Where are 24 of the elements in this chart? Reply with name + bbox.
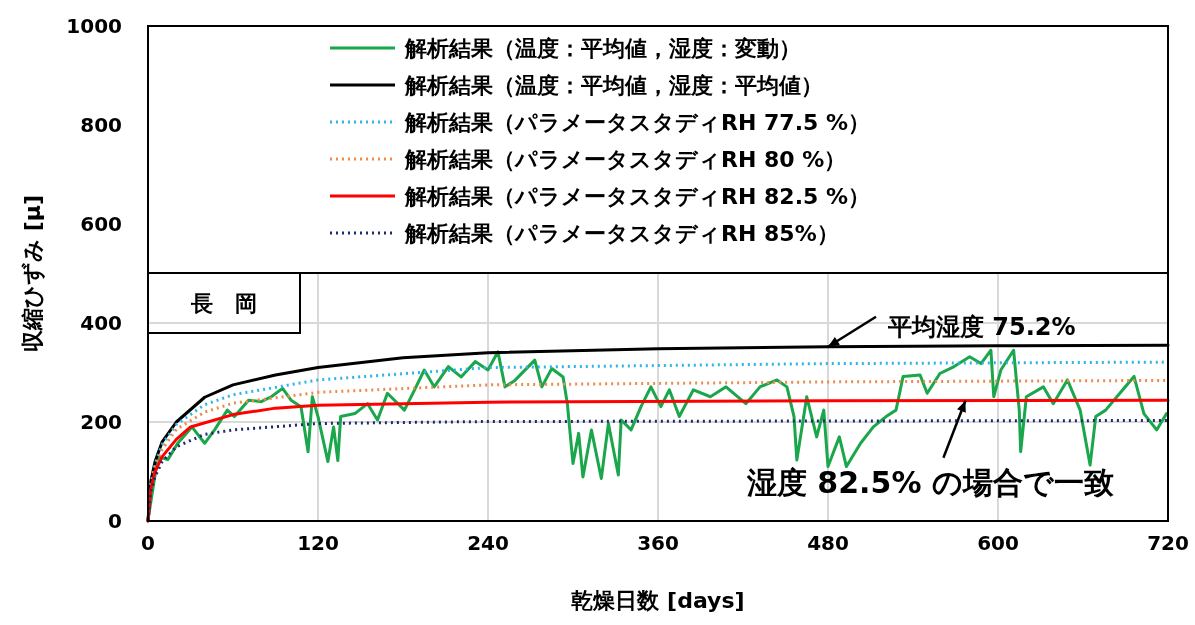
y-tick-label: 600 bbox=[80, 212, 122, 236]
annotation: 湿度 82.5% の場合で一致 bbox=[745, 464, 1114, 500]
x-tick-label: 0 bbox=[141, 531, 155, 555]
x-tick-label: 600 bbox=[977, 531, 1019, 555]
annotation: 長 岡 bbox=[190, 291, 257, 316]
x-tick-label: 360 bbox=[637, 531, 679, 555]
legend-label: 解析結果（温度：平均値，湿度：変動） bbox=[404, 36, 801, 61]
x-tick-label: 480 bbox=[807, 531, 849, 555]
legend-label: 解析結果（パラメータスタディRH 85%） bbox=[404, 221, 839, 246]
y-tick-label: 0 bbox=[108, 509, 122, 533]
legend-label: 解析結果（温度：平均値，湿度：平均値） bbox=[404, 73, 823, 98]
legend-label: 解析結果（パラメータスタディRH 80 %） bbox=[404, 147, 847, 172]
y-tick-label: 400 bbox=[80, 311, 122, 335]
legend-label: 解析結果（パラメータスタディRH 77.5 %） bbox=[404, 110, 870, 135]
annotation: 平均湿度 75.2% bbox=[887, 312, 1076, 341]
y-tick-label: 200 bbox=[80, 410, 122, 434]
x-tick-label: 120 bbox=[297, 531, 339, 555]
x-axis-title: 乾燥日数 [days] bbox=[571, 588, 745, 613]
x-tick-label: 720 bbox=[1147, 531, 1189, 555]
y-tick-label: 1000 bbox=[66, 14, 122, 38]
y-tick-label: 800 bbox=[80, 113, 122, 137]
legend-label: 解析結果（パラメータスタディRH 82.5 %） bbox=[404, 184, 870, 209]
y-axis-title: 収縮ひずみ [μ] bbox=[20, 195, 46, 352]
x-tick-label: 240 bbox=[467, 531, 509, 555]
